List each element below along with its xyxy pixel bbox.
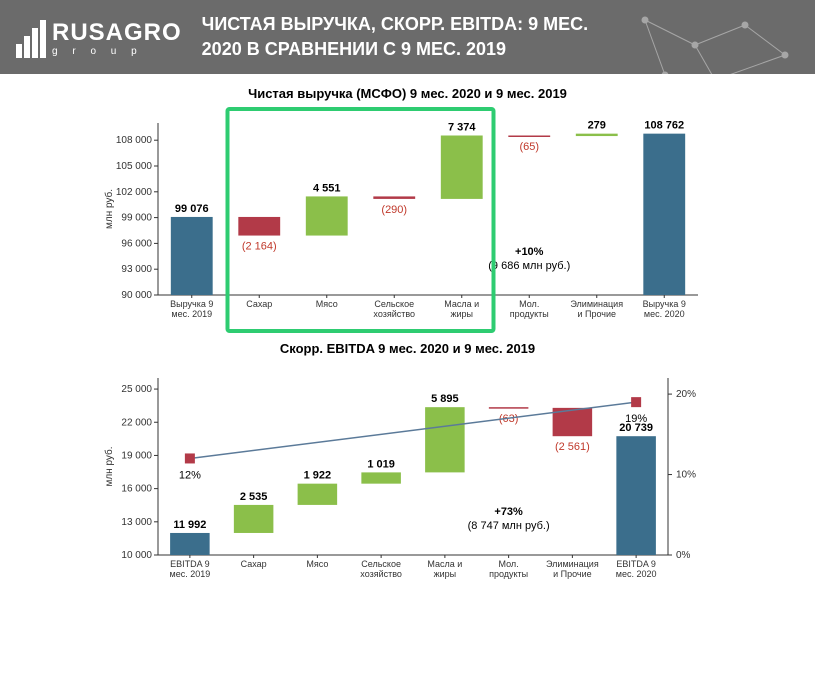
- svg-text:Сельское: Сельское: [374, 299, 414, 309]
- svg-text:Сахар: Сахар: [246, 299, 272, 309]
- svg-text:и Прочие: и Прочие: [553, 569, 592, 579]
- svg-text:мес. 2020: мес. 2020: [615, 569, 656, 579]
- svg-text:мес. 2019: мес. 2019: [169, 569, 210, 579]
- svg-text:хозяйство: хозяйство: [360, 569, 402, 579]
- svg-text:продукты: продукты: [509, 309, 548, 319]
- svg-text:22 000: 22 000: [121, 418, 152, 429]
- svg-text:Выручка 9: Выручка 9: [170, 299, 213, 309]
- svg-text:Выручка 9: Выручка 9: [642, 299, 685, 309]
- svg-text:(2 164): (2 164): [241, 241, 276, 253]
- svg-text:1 922: 1 922: [303, 470, 331, 482]
- svg-text:12%: 12%: [178, 470, 200, 482]
- svg-text:и Прочие: и Прочие: [577, 309, 616, 319]
- svg-text:96 000: 96 000: [121, 239, 152, 250]
- svg-text:Мясо: Мясо: [306, 559, 328, 569]
- svg-text:10 000: 10 000: [121, 550, 152, 561]
- svg-text:108 762: 108 762: [644, 120, 684, 132]
- svg-text:мес. 2020: мес. 2020: [643, 309, 684, 319]
- logo-subtitle: g r o u p: [52, 47, 182, 57]
- svg-text:20%: 20%: [676, 389, 696, 400]
- svg-text:(8 747 млн руб.): (8 747 млн руб.): [467, 520, 549, 532]
- svg-text:Сахар: Сахар: [240, 559, 266, 569]
- svg-text:EBITDA 9: EBITDA 9: [616, 559, 656, 569]
- svg-text:Мол.: Мол.: [519, 299, 539, 309]
- svg-text:(290): (290): [381, 204, 407, 216]
- svg-text:Масла и: Масла и: [444, 299, 479, 309]
- svg-text:7 374: 7 374: [447, 122, 475, 134]
- svg-text:EBITDA 9: EBITDA 9: [170, 559, 210, 569]
- svg-text:5 895: 5 895: [431, 394, 459, 406]
- chart2-title: Скорр. EBITDA 9 мес. 2020 и 9 мес. 2019: [40, 341, 775, 356]
- svg-text:(65): (65): [519, 141, 539, 153]
- network-icon: [625, 5, 805, 95]
- logo-icon: [16, 20, 46, 58]
- svg-text:16 000: 16 000: [121, 484, 152, 495]
- svg-text:продукты: продукты: [489, 569, 528, 579]
- svg-text:Масла и: Масла и: [427, 559, 462, 569]
- svg-text:99 000: 99 000: [121, 213, 152, 224]
- svg-text:1 019: 1 019: [367, 459, 395, 471]
- svg-text:11 992: 11 992: [173, 519, 206, 531]
- svg-text:93 000: 93 000: [121, 265, 152, 276]
- svg-text:жиры: жиры: [433, 569, 456, 579]
- svg-text:жиры: жиры: [450, 309, 473, 319]
- svg-text:90 000: 90 000: [121, 290, 152, 301]
- svg-text:Элиминация: Элиминация: [546, 559, 599, 569]
- svg-text:(9 686 млн руб.): (9 686 млн руб.): [488, 260, 570, 272]
- svg-text:млн руб.: млн руб.: [103, 189, 115, 229]
- svg-text:4 551: 4 551: [312, 183, 340, 195]
- svg-text:Сельское: Сельское: [361, 559, 401, 569]
- svg-text:279: 279: [587, 120, 605, 132]
- ebitda-chart: 10 000 13 000 16 000 19 000 22 000 25 000 млн …: [40, 360, 775, 595]
- svg-text:+73%: +73%: [494, 506, 523, 518]
- svg-text:99 076: 99 076: [174, 203, 208, 215]
- page-title: ЧИСТАЯ ВЫРУЧКА, СКОРР. EBITDA: 9 МЕС. 20…: [202, 12, 622, 62]
- svg-text:0%: 0%: [676, 550, 691, 561]
- svg-text:млн руб.: млн руб.: [103, 447, 115, 487]
- svg-text:хозяйство: хозяйство: [373, 309, 415, 319]
- svg-text:10%: 10%: [676, 470, 696, 481]
- svg-text:Элиминация: Элиминация: [570, 299, 623, 309]
- svg-text:19%: 19%: [625, 414, 647, 426]
- svg-text:13 000: 13 000: [121, 517, 152, 528]
- revenue-chart: 90 000 93 000 96 000 99 000 102 000 105 000 10…: [40, 105, 775, 335]
- svg-text:мес. 2019: мес. 2019: [171, 309, 212, 319]
- svg-text:2 535: 2 535: [239, 491, 267, 503]
- svg-text:102 000: 102 000: [115, 187, 152, 198]
- svg-text:108 000: 108 000: [115, 136, 152, 147]
- header: RUSAGRO g r o u p ЧИСТАЯ ВЫРУЧКА, СКОРР.…: [0, 0, 815, 74]
- svg-text:25 000: 25 000: [121, 384, 152, 395]
- svg-text:105 000: 105 000: [115, 161, 152, 172]
- svg-text:+10%: +10%: [515, 246, 544, 258]
- svg-text:Мол.: Мол.: [498, 559, 518, 569]
- svg-text:19 000: 19 000: [121, 451, 152, 462]
- svg-text:(2 561): (2 561): [554, 442, 589, 454]
- logo-title: RUSAGRO: [52, 21, 182, 45]
- svg-text:Мясо: Мясо: [315, 299, 337, 309]
- logo: RUSAGRO g r o u p: [16, 12, 182, 58]
